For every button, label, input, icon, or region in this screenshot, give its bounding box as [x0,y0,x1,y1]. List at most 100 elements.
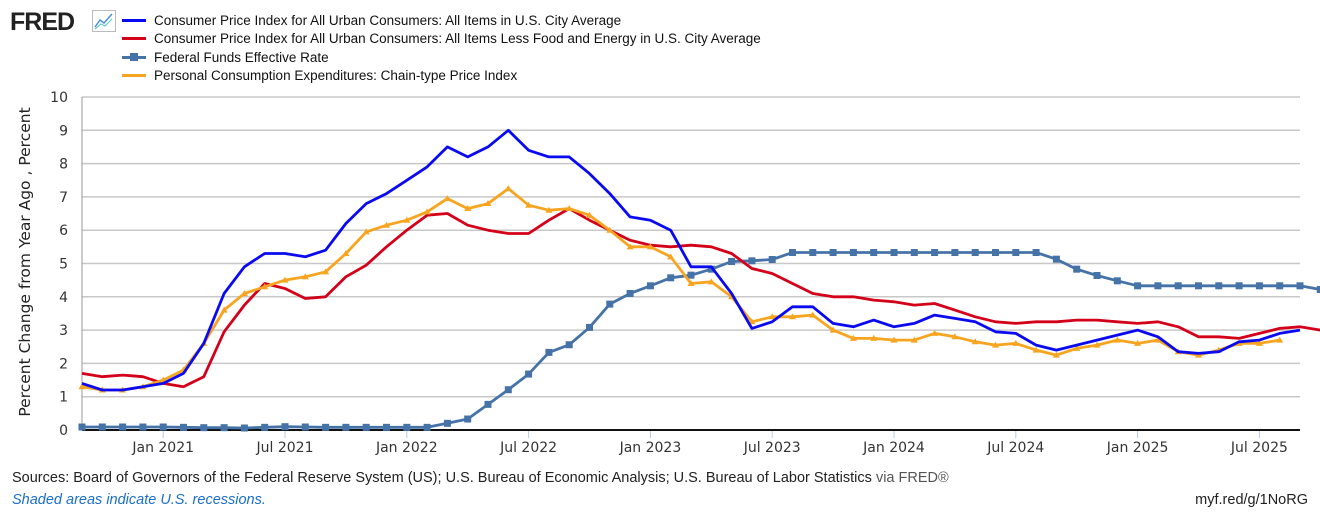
legend-swatch [122,74,146,78]
data-point [768,313,776,320]
data-point [992,249,999,257]
data-point [180,423,187,431]
data-point [606,300,614,308]
data-point [78,423,86,431]
data-point [322,268,330,275]
data-point [870,249,878,257]
data-point [261,423,269,431]
y-tick-label: 6 [59,223,68,239]
data-point [220,424,228,432]
data-point [1093,271,1101,279]
data-point [565,205,573,212]
x-tick-label: Jan 2024 [862,440,925,456]
chart-legend: Consumer Price Index for All Urban Consu… [122,11,761,85]
data-point [484,400,492,408]
data-point [687,271,695,279]
sources-text: Sources: Board of Governors of the Feder… [12,470,872,486]
data-point [545,348,553,356]
via-fred[interactable]: via FRED® [875,470,949,486]
data-point [586,323,593,331]
data-point [362,423,370,431]
data-point [1154,282,1162,290]
data-point [281,276,289,283]
series-line-0 [81,128,1301,392]
x-tick-label: Jul 2025 [1230,440,1288,456]
data-point [789,249,796,257]
y-tick-label: 1 [59,390,68,406]
legend-item-pce[interactable]: Personal Consumption Expenditures: Chain… [122,67,761,86]
data-point [240,424,248,432]
y-axis-label: Percent Change from Year Ago , Percent [16,107,34,416]
data-point [139,423,147,431]
data-point [829,249,837,257]
y-tick-label: 7 [59,190,68,206]
y-tick-label: 10 [50,90,68,106]
data-point [1316,285,1320,293]
fred-logo: FRED [10,8,75,36]
data-point [159,423,167,431]
data-point [910,249,918,257]
data-point [931,249,939,257]
data-point [1276,336,1284,343]
data-point [1134,339,1142,346]
data-point [565,341,573,349]
legend-item-cpi[interactable]: Consumer Price Index for All Urban Consu… [122,11,761,30]
data-point [849,249,857,257]
y-tick-label: 3 [59,323,68,339]
data-point [342,250,350,257]
data-point [322,423,330,431]
data-point [1093,341,1101,348]
data-point [1276,282,1284,290]
x-tick-label: Jan 2022 [375,440,438,456]
data-point [423,208,431,215]
data-point [707,265,715,273]
data-point [504,185,512,192]
x-tick-label: Jan 2025 [1106,440,1169,456]
data-point [646,243,654,250]
data-point [910,336,918,343]
data-point [98,423,106,431]
data-point [931,329,939,336]
x-tick-label: Jul 2021 [256,440,314,456]
data-point [403,216,411,223]
data-point [362,228,370,235]
data-point [1215,282,1223,290]
legend-item-fed-funds[interactable]: Federal Funds Effective Rate [122,48,761,67]
data-point [1134,282,1142,290]
data-point [870,334,878,341]
data-point [504,386,512,394]
data-point [1052,351,1060,358]
data-point [1113,277,1121,285]
data-point [951,249,959,257]
data-point [342,423,350,431]
data-point [667,253,675,260]
legend-label: Consumer Price Index for All Urban Consu… [154,12,622,28]
data-point [971,249,979,257]
data-point [240,289,248,296]
data-point [707,278,715,285]
data-point [626,243,634,250]
data-point [119,423,127,431]
sources-note: Sources: Board of Governors of the Feder… [12,470,949,486]
data-point [890,336,898,343]
data-point [200,424,208,432]
short-link[interactable]: myf.red/g/1NoRG [1195,492,1308,508]
chart-line-icon [92,10,116,32]
data-point [971,338,979,345]
legend-item-core-cpi[interactable]: Consumer Price Index for All Urban Consu… [122,30,761,49]
x-tick-label: Jan 2021 [131,440,194,456]
data-point [525,370,533,378]
y-tick-label: 8 [59,157,68,173]
data-point [1012,249,1020,257]
x-tick-label: Jul 2023 [743,440,801,456]
data-point [992,341,999,348]
data-point [626,289,634,297]
data-point [281,423,289,431]
data-point [301,273,309,280]
data-point [545,206,553,213]
legend-label: Consumer Price Index for All Urban Consu… [154,31,761,47]
data-point [789,313,796,320]
data-point [78,383,86,390]
data-point [1012,339,1020,346]
